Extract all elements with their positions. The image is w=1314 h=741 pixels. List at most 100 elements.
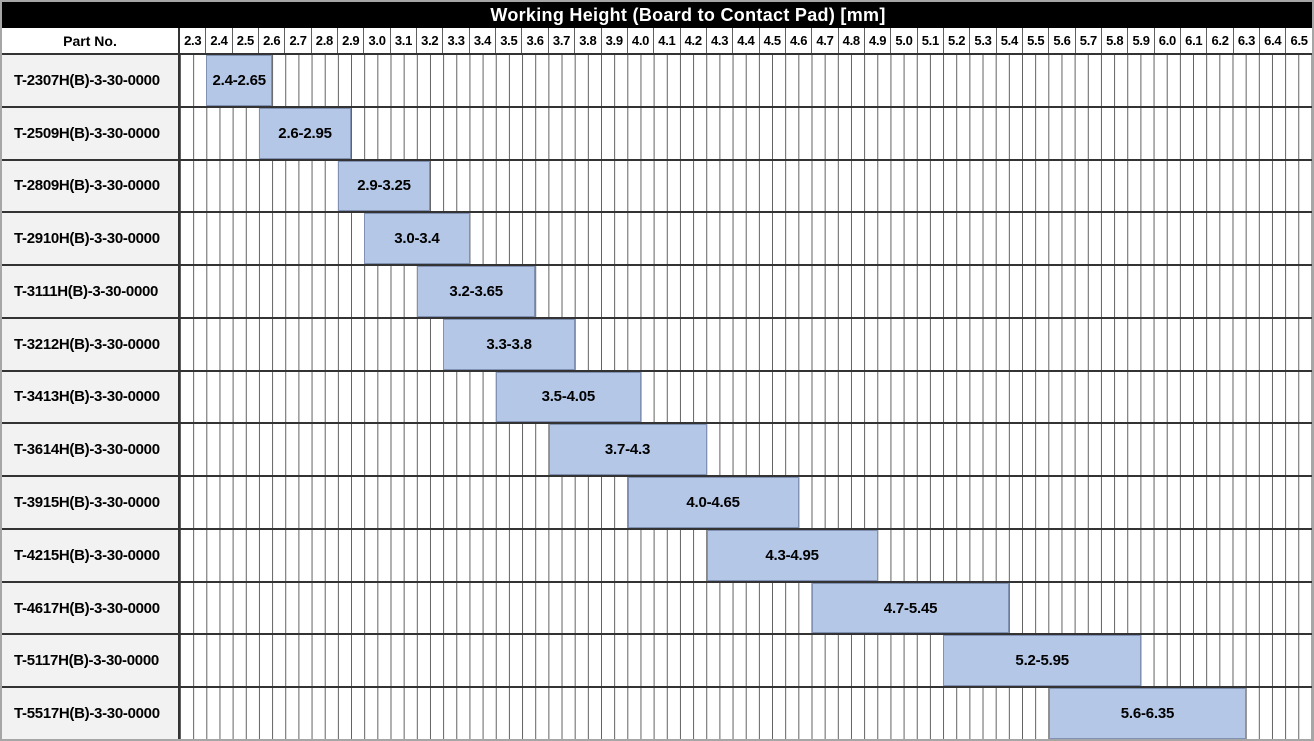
part-row: T-3111H(B)-3-30-0000 3.2-3.65: [2, 266, 1312, 319]
axis-tick: 5.8: [1102, 28, 1129, 53]
range-bar: 2.9-3.25: [337, 160, 431, 212]
axis-tick: 6.5: [1290, 33, 1308, 48]
axis-tick: 6.2: [1207, 28, 1234, 53]
axis-tick: 5.9: [1128, 28, 1155, 53]
axis-tick: 6.3: [1234, 28, 1261, 53]
axis-tick: 5.6: [1049, 28, 1076, 53]
axis-tick: 3.4: [470, 28, 497, 53]
part-number-label: T-5117H(B)-3-30-0000: [2, 635, 180, 687]
header-row: Part No. 2.3 2.4 2.5 2.6 2.7 2.8 2.9 3.0 3.1 3.2 3…: [2, 28, 1312, 55]
axis-tick: 3.8: [575, 28, 602, 53]
axis-tick: 2.5: [233, 28, 260, 53]
range-label: 5.6-6.35: [1120, 705, 1175, 723]
row-grid: 3.2-3.65: [180, 266, 1312, 317]
axis-tick: 2.7: [285, 28, 312, 53]
axis-tick: 4.4: [733, 28, 760, 53]
range-label: 5.2-5.95: [1015, 652, 1069, 670]
range-bar: 3.7-4.3: [548, 424, 707, 476]
part-number-label: T-2910H(B)-3-30-0000: [2, 213, 180, 265]
part-row: T-2809H(B)-3-30-0000 2.9-3.25: [2, 160, 1312, 214]
part-number-label: T-3413H(B)-3-30-0000: [2, 371, 180, 423]
part-row: T-5117H(B)-3-30-0000 5.2-5.95: [2, 635, 1312, 689]
axis-tick: 3.9: [602, 28, 628, 53]
range-bar: 3.5-4.05: [495, 371, 641, 423]
part-row: T-4215H(B)-3-30-0000 4.3-4.95: [2, 529, 1312, 583]
axis-tick: 5.3: [970, 28, 997, 53]
row-grid: 5.2-5.95: [180, 635, 1312, 687]
row-grid: 2.9-3.25: [180, 160, 1312, 212]
axis-tick: 2.9: [338, 28, 365, 53]
axis-tick: 4.0: [628, 28, 655, 53]
part-number-label: T-5517H(B)-3-30-0000: [2, 688, 180, 739]
range-bar: 2.4-2.65: [206, 55, 273, 106]
part-number-label: T-2509H(B)-3-30-0000: [2, 107, 180, 159]
range-label: 2.9-3.25: [357, 177, 411, 195]
axis-tick: 2.8: [312, 28, 339, 53]
row-grid: 3.3-3.8: [180, 318, 1312, 370]
row-grid: 5.6-6.35: [180, 688, 1312, 739]
part-no-column-header: Part No.: [2, 28, 180, 53]
axis-tick-row: 2.3 2.4 2.5 2.6 2.7 2.8 2.9 3.0 3.1 3.2 3.3 3.4 3.5 3…: [180, 28, 1312, 53]
axis-tick: 3.0: [364, 28, 391, 53]
axis-tick: 3.7: [549, 28, 576, 53]
axis-tick: 5.2: [944, 28, 971, 53]
row-grid: 2.6-2.95: [180, 107, 1312, 159]
axis-tick: 3.5: [496, 28, 523, 53]
axis-tick: 2.4: [206, 28, 233, 53]
axis-tick: 3.1: [391, 28, 418, 53]
axis-tick: 3.3: [443, 28, 470, 53]
axis-tick: 5.1: [918, 28, 944, 53]
axis-tick: 4.5: [760, 28, 786, 53]
part-number-label: T-3111H(B)-3-30-0000: [2, 266, 180, 317]
part-row: T-2910H(B)-3-30-0000 3.0-3.4: [2, 213, 1312, 267]
axis-tick: 6.1: [1181, 28, 1208, 53]
range-label: 3.7-4.3: [604, 441, 651, 459]
range-label: 4.0-4.65: [686, 494, 740, 511]
range-label: 2.6-2.95: [278, 124, 332, 142]
range-bar: 4.0-4.65: [627, 477, 799, 528]
row-grid: 2.4-2.65: [180, 55, 1312, 106]
range-bar: 4.3-4.95: [706, 529, 878, 581]
part-row: T-2509H(B)-3-30-0000 2.6-2.95: [2, 107, 1312, 161]
axis-tick: 4.3: [707, 28, 734, 53]
part-row: T-4617H(B)-3-30-0000 4.7-5.45: [2, 582, 1312, 636]
part-row: T-3915H(B)-3-30-0000 4.0-4.65: [2, 477, 1312, 530]
range-label: 3.5-4.05: [541, 388, 596, 406]
axis-tick: 4.9: [865, 28, 892, 53]
part-number-label: T-3614H(B)-3-30-0000: [2, 424, 180, 476]
axis-tick: 2.6: [259, 28, 286, 53]
range-bar: 3.0-3.4: [364, 213, 470, 265]
axis-tick: 5.0: [891, 28, 918, 53]
row-grid: 4.0-4.65: [180, 477, 1312, 528]
axis-tick: 3.6: [522, 28, 549, 53]
range-bar: 5.6-6.35: [1048, 688, 1247, 739]
range-bar: 3.3-3.8: [443, 318, 575, 370]
row-grid: 3.0-3.4: [180, 213, 1312, 265]
range-bar: 2.6-2.95: [258, 107, 352, 159]
range-label: 2.4-2.65: [212, 71, 266, 89]
part-number-label: T-3915H(B)-3-30-0000: [2, 477, 180, 528]
part-number-label: T-4617H(B)-3-30-0000: [2, 582, 180, 634]
part-row: T-5517H(B)-3-30-0000 5.6-6.35: [2, 688, 1312, 739]
axis-tick: 2.3: [180, 28, 207, 53]
range-label: 4.3-4.95: [765, 546, 819, 564]
range-label: 3.2-3.65: [449, 282, 503, 300]
part-number-label: T-2307H(B)-3-30-0000: [2, 55, 180, 106]
part-row: T-3212H(B)-3-30-0000 3.3-3.8: [2, 318, 1312, 372]
part-row: T-3614H(B)-3-30-0000 3.7-4.3: [2, 424, 1312, 478]
row-grid: 3.5-4.05: [180, 371, 1312, 423]
range-label: 4.7-5.45: [883, 599, 938, 617]
part-number-label: T-3212H(B)-3-30-0000: [2, 318, 180, 370]
part-number-label: T-2809H(B)-3-30-0000: [2, 160, 180, 212]
axis-tick: 4.8: [839, 28, 865, 53]
range-bar: 5.2-5.95: [943, 635, 1141, 687]
range-bar: 3.2-3.65: [416, 266, 536, 317]
axis-tick: 4.1: [654, 28, 681, 53]
axis-tick: 4.6: [786, 28, 813, 53]
part-row: T-2307H(B)-3-30-0000 2.4-2.65: [2, 55, 1312, 108]
chart-body: T-2307H(B)-3-30-0000 2.4-2.65 T-2509H(B)…: [2, 55, 1312, 739]
axis-tick: 6.0: [1155, 28, 1182, 53]
chart-title: Working Height (Board to Contact Pad) [m…: [2, 2, 1312, 28]
range-label: 3.3-3.8: [486, 335, 532, 353]
